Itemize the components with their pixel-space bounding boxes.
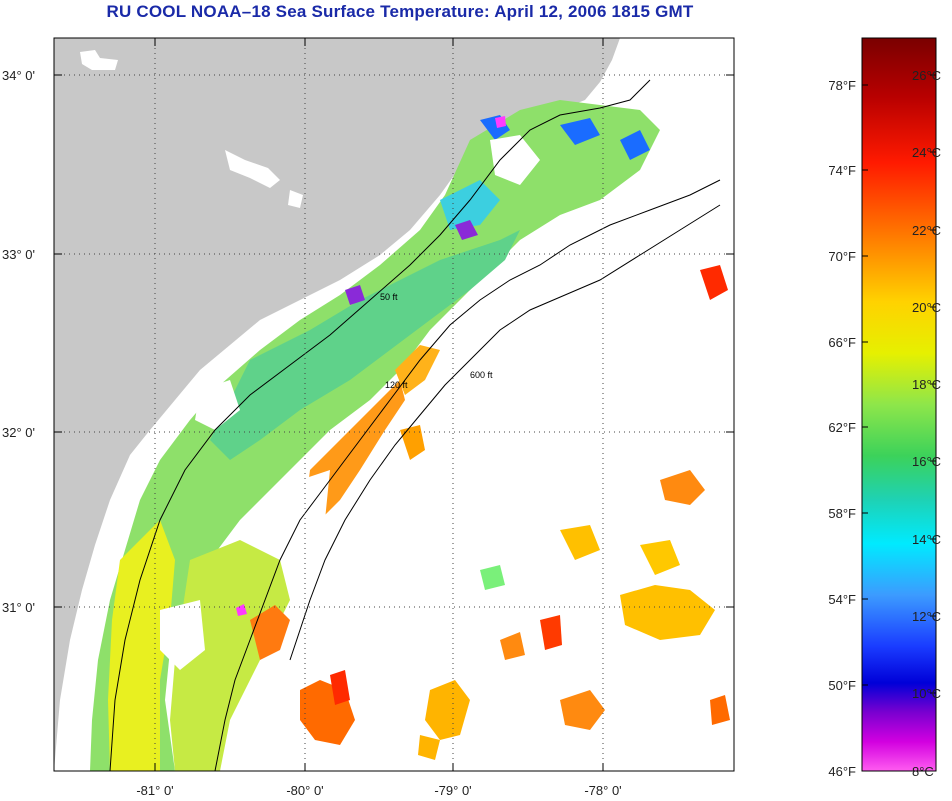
cb-f-66: 66°F [828, 335, 856, 350]
contour-label-120: 120 ft [385, 380, 408, 390]
colorbar [861, 37, 937, 772]
cb-f-62: 62°F [828, 420, 856, 435]
lon-label-78: -78° 0' [584, 783, 621, 798]
cb-c-12: 12°C [912, 609, 941, 624]
lat-label-31: 31° 0' [2, 600, 35, 615]
lon-label-79: -79° 0' [434, 783, 471, 798]
cb-c-18: 18°C [912, 377, 941, 392]
map-layers: 50 ft 120 ft 600 ft [54, 38, 734, 771]
longitude-labels: -81° 0' -80° 0' -79° 0' -78° 0' [136, 783, 621, 798]
lon-label-80: -80° 0' [286, 783, 323, 798]
cb-c-24: 24°C [912, 145, 941, 160]
cb-c-16: 16°C [912, 454, 941, 469]
sst-field [90, 100, 660, 771]
axis-ticks [54, 38, 734, 771]
contour-50ft [109, 79, 651, 771]
lat-label-33: 33° 0' [2, 247, 35, 262]
cb-c-10: 10°C [912, 686, 941, 701]
map-frame [53, 37, 735, 772]
latitude-labels: 34° 0' 33° 0' 32° 0' 31° 0' [2, 68, 35, 615]
cb-f-50: 50°F [828, 678, 856, 693]
lat-label-32: 32° 0' [2, 425, 35, 440]
cb-f-70: 70°F [828, 249, 856, 264]
lat-label-34: 34° 0' [2, 68, 35, 83]
contour-label-600: 600 ft [470, 370, 493, 380]
offshore-warm-patches [300, 265, 730, 760]
colorbar-celsius-labels: 26°C 24°C 22°C 20°C 18°C 16°C 14°C 12°C … [912, 68, 941, 779]
lon-label-81: -81° 0' [136, 783, 173, 798]
contour-labels: 50 ft 120 ft 600 ft [380, 292, 493, 390]
cb-c-26: 26°C [912, 68, 941, 83]
cb-f-74: 74°F [828, 163, 856, 178]
contour-600ft [289, 204, 721, 661]
cb-c-22: 22°C [912, 223, 941, 238]
cb-f-46: 46°F [828, 764, 856, 779]
colorbar-ticks [862, 74, 936, 694]
cb-c-14: 14°C [912, 532, 941, 547]
cb-c-20: 20°C [912, 300, 941, 315]
land-mass [54, 38, 620, 771]
colorbar-fahrenheit-labels: 78°F 74°F 70°F 66°F 62°F 58°F 54°F 50°F … [828, 78, 856, 779]
inland-water [80, 50, 303, 208]
cb-f-58: 58°F [828, 506, 856, 521]
map-title: RU COOL NOAA–18 Sea Surface Temperature:… [106, 2, 694, 21]
cb-f-54: 54°F [828, 592, 856, 607]
cb-f-78: 78°F [828, 78, 856, 93]
contour-label-50: 50 ft [380, 292, 398, 302]
cb-c-8: 8°C [912, 764, 934, 779]
graticule [54, 38, 734, 771]
